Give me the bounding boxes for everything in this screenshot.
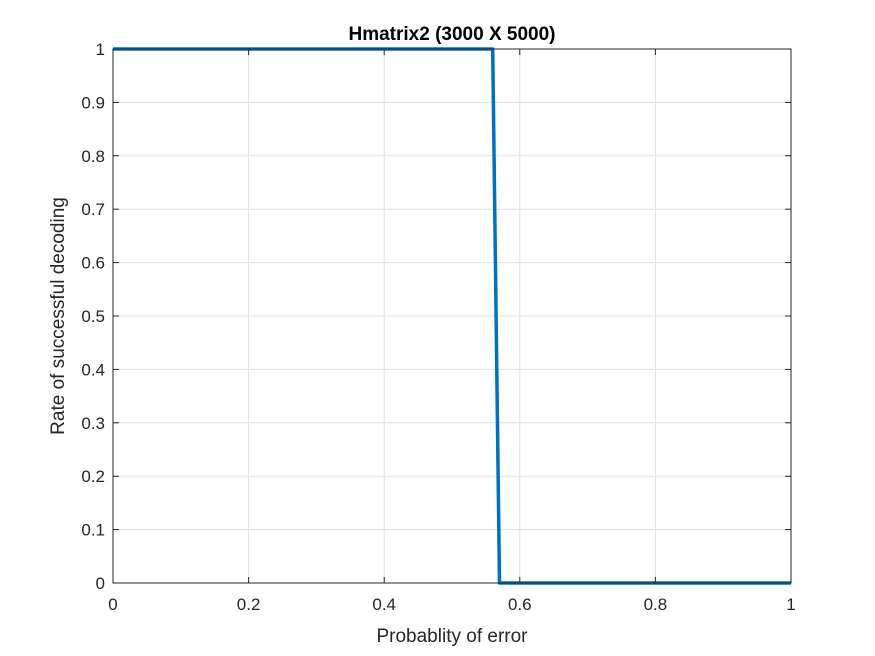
y-tick-label: 0.9 xyxy=(81,93,105,112)
x-tick-label: 0.2 xyxy=(237,595,261,614)
x-axis-label: Probablity of error xyxy=(376,626,528,647)
y-tick-label: 0.5 xyxy=(81,307,105,326)
x-tick-label: 0.8 xyxy=(644,595,668,614)
y-tick-label: 0.4 xyxy=(81,360,105,379)
y-tick-label: 0.6 xyxy=(81,254,105,273)
x-tick-label: 0 xyxy=(108,595,117,614)
y-tick-label: 1 xyxy=(96,40,105,59)
x-tick-label: 0.4 xyxy=(372,595,396,614)
ticks: 0 0.2 0.4 0.6 0.8 1 0 0.1 0.2 0.3 0.4 0.5 0.6 0.7 0.8 0… xyxy=(81,40,795,614)
x-tick-label: 1 xyxy=(786,595,795,614)
y-tick-label: 0.1 xyxy=(81,521,105,540)
y-tick-label: 0.3 xyxy=(81,414,105,433)
chart-title: Hmatrix2 (3000 X 5000) xyxy=(348,24,555,45)
y-tick-label: 0.7 xyxy=(81,200,105,219)
y-tick-label: 0.8 xyxy=(81,147,105,166)
x-tick-label: 0.6 xyxy=(508,595,532,614)
grid xyxy=(112,48,792,584)
y-tick-label: 0 xyxy=(96,574,105,593)
y-axis-label: Rate of successful decoding xyxy=(48,197,69,435)
y-tick-label: 0.2 xyxy=(81,467,105,486)
